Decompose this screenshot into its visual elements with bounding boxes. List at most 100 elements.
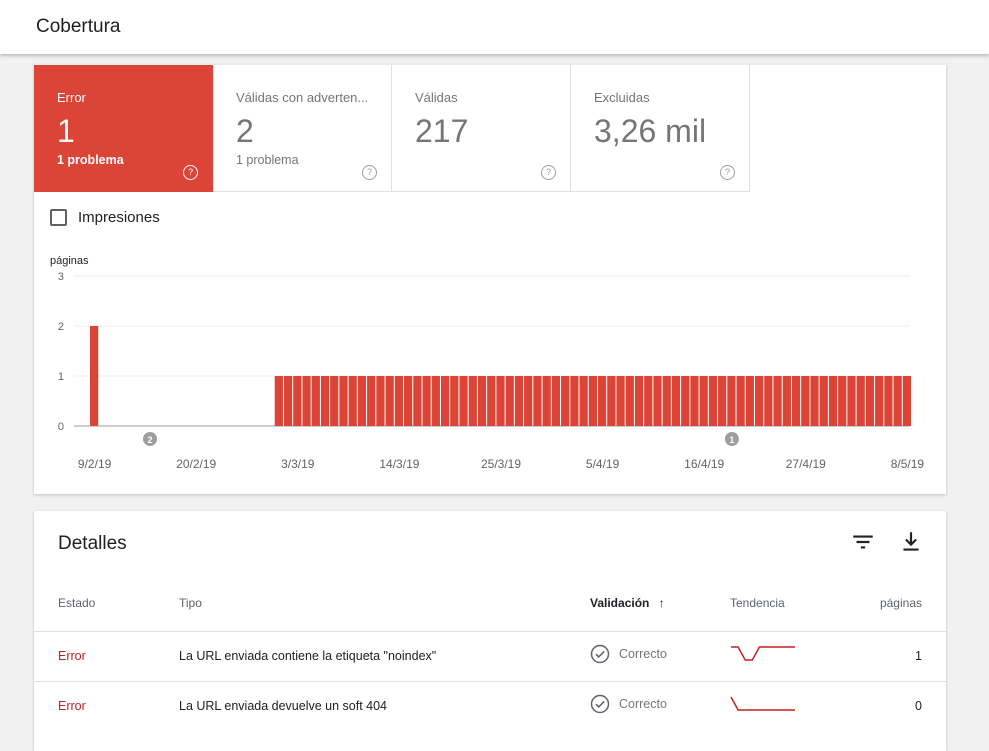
table-row[interactable]: Error La URL enviada contiene la etiquet… xyxy=(34,631,946,682)
chart-bar xyxy=(468,376,477,426)
chart-bar xyxy=(754,376,764,426)
chart-bar xyxy=(348,376,357,426)
coverage-chart: páginas 0 1 2 3 2 1 9/2/19 20/2/19 3/3/19 14/3/19 2… xyxy=(50,255,924,471)
chart-bar xyxy=(819,376,828,426)
chart-bar xyxy=(736,376,745,426)
chart-bar xyxy=(440,376,450,426)
chart-bar xyxy=(283,376,293,426)
chart-bar xyxy=(505,376,514,426)
y-tick-label: 0 xyxy=(58,421,64,433)
tile-label: Error xyxy=(57,90,86,105)
tile-label: Válidas con adverten... xyxy=(236,90,369,105)
row-tipo: La URL enviada devuelve un soft 404 xyxy=(179,699,388,713)
chart-bar xyxy=(367,376,376,426)
row-validacion: Correcto xyxy=(590,694,667,714)
col-tendencia[interactable]: Tendencia xyxy=(730,596,785,610)
tile-sub: 1 problema xyxy=(236,153,299,167)
chart-bar xyxy=(90,326,99,426)
col-estado[interactable]: Estado xyxy=(58,596,96,610)
x-tick-label: 5/4/19 xyxy=(586,457,620,471)
chart-bar xyxy=(865,376,875,426)
chart-bar xyxy=(394,376,404,426)
chart-bar xyxy=(801,376,810,426)
chart-bar xyxy=(727,376,736,426)
tile-valid[interactable]: Válidas 217 ? xyxy=(392,65,571,192)
tile-value: 1 xyxy=(57,113,75,149)
y-axis-label: páginas xyxy=(50,255,89,267)
check-circle-icon xyxy=(590,644,610,664)
col-paginas[interactable]: páginas xyxy=(879,596,922,610)
chart-bar xyxy=(450,376,459,426)
validation-status: Correcto xyxy=(619,647,667,661)
trend-sparkline xyxy=(731,646,795,661)
chart-bar xyxy=(625,376,634,426)
chart-bar xyxy=(413,376,422,426)
row-estado: Error xyxy=(58,649,86,663)
chart-bar xyxy=(902,376,911,426)
chart-bar xyxy=(671,376,681,426)
x-tick-label: 25/3/19 xyxy=(481,457,521,471)
chart-bar xyxy=(588,376,597,426)
y-tick-label: 1 xyxy=(58,371,64,383)
chart-bar xyxy=(431,376,440,426)
row-pages: 0 xyxy=(915,699,922,713)
page-header: Cobertura xyxy=(0,0,989,54)
status-tiles: Error 1 1 problema ? Válidas con adverte… xyxy=(34,65,750,193)
x-tick-label: 9/2/19 xyxy=(78,457,112,471)
validation-status: Correcto xyxy=(619,697,667,711)
help-icon[interactable]: ? xyxy=(541,165,556,180)
x-tick-label: 14/3/19 xyxy=(379,457,419,471)
tile-error[interactable]: Error 1 1 problema ? xyxy=(34,65,213,192)
help-icon[interactable]: ? xyxy=(362,165,377,180)
tile-valid-warnings[interactable]: Válidas con adverten... 2 1 problema ? xyxy=(213,65,392,192)
row-estado: Error xyxy=(58,699,86,713)
chart-bar xyxy=(293,376,302,426)
x-tick-label: 20/2/19 xyxy=(176,457,216,471)
chart-bar xyxy=(514,376,524,426)
trend-line xyxy=(730,696,795,711)
chart-bar xyxy=(551,376,561,426)
chart-bar xyxy=(690,376,699,426)
check-circle-icon xyxy=(590,694,610,714)
details-title: Detalles xyxy=(58,533,127,554)
chart-bar xyxy=(708,376,718,426)
tile-value: 2 xyxy=(236,113,254,149)
trend-sparkline xyxy=(730,696,795,711)
help-icon[interactable]: ? xyxy=(720,165,735,180)
chart-bar xyxy=(607,376,616,426)
chart-bar xyxy=(764,376,773,426)
coverage-card: Error 1 1 problema ? Válidas con adverte… xyxy=(34,65,946,494)
impressions-checkbox[interactable]: Impresiones xyxy=(50,209,160,226)
chart-bar xyxy=(533,376,542,426)
chart-bar xyxy=(847,376,856,426)
tile-sub: 1 problema xyxy=(57,153,124,167)
help-icon[interactable]: ? xyxy=(183,165,198,180)
chart-bar xyxy=(856,376,865,426)
annotation-marker xyxy=(724,432,739,446)
chart-bar xyxy=(662,376,671,426)
chart-bar xyxy=(579,376,588,426)
col-tipo[interactable]: Tipo xyxy=(179,596,202,610)
tile-excluded[interactable]: Excluidas 3,26 mil ? xyxy=(571,65,750,192)
table-row[interactable]: Error La URL enviada devuelve un soft 40… xyxy=(34,681,946,732)
row-pages: 1 xyxy=(915,649,922,663)
chart-bar xyxy=(570,376,579,426)
chart-bar xyxy=(616,376,625,426)
col-validacion[interactable]: Validación ↑ xyxy=(590,596,665,610)
chart-bar xyxy=(459,376,468,426)
annotation-marker xyxy=(143,432,158,446)
annotation-label: 2 xyxy=(148,435,153,445)
y-tick-label: 3 xyxy=(58,271,64,283)
chart-bar xyxy=(810,376,819,426)
chart-bar xyxy=(561,376,570,426)
chart-bar xyxy=(385,376,394,426)
trend-line xyxy=(731,646,795,661)
chart-bar xyxy=(339,376,348,426)
x-tick-label: 3/3/19 xyxy=(281,457,315,471)
col-validacion-label: Validación xyxy=(590,596,650,610)
annotation-label: 1 xyxy=(729,435,734,445)
download-icon[interactable] xyxy=(898,529,924,555)
chart-bar xyxy=(828,376,838,426)
filter-icon[interactable] xyxy=(850,529,876,555)
checkbox-box[interactable] xyxy=(50,209,67,226)
